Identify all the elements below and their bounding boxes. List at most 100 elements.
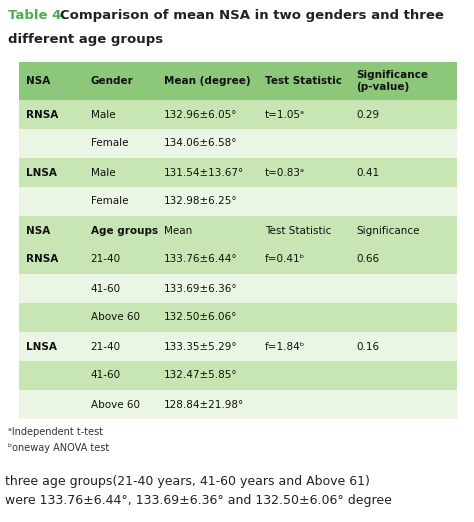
Bar: [157, 129, 257, 158]
Text: 133.35±5.29°: 133.35±5.29°: [164, 341, 237, 351]
Bar: [349, 129, 457, 158]
Text: ᵇoneway ANOVA test: ᵇoneway ANOVA test: [8, 443, 109, 453]
Bar: [349, 216, 457, 245]
Bar: [83, 187, 157, 216]
Bar: [349, 274, 457, 303]
Text: ᵃIndependent t-test: ᵃIndependent t-test: [8, 427, 103, 437]
Text: 134.06±6.58°: 134.06±6.58°: [164, 138, 237, 148]
Bar: [83, 361, 157, 390]
Text: 132.50±6.06°: 132.50±6.06°: [164, 313, 237, 323]
Bar: [349, 361, 457, 390]
Bar: [349, 390, 457, 419]
Bar: [83, 129, 157, 158]
Text: 133.76±6.44°: 133.76±6.44°: [164, 255, 237, 265]
Text: Test Statistic: Test Statistic: [264, 76, 342, 86]
Text: t=1.05ᵃ: t=1.05ᵃ: [264, 110, 305, 120]
Text: 128.84±21.98°: 128.84±21.98°: [164, 399, 244, 409]
Bar: [19, 274, 83, 303]
Text: Significance: Significance: [356, 226, 419, 235]
Text: Age groups: Age groups: [91, 226, 158, 235]
Text: Female: Female: [91, 138, 128, 148]
Bar: [83, 100, 157, 129]
Text: were 133.76±6.44°, 133.69±6.36° and 132.50±6.06° degree: were 133.76±6.44°, 133.69±6.36° and 132.…: [5, 494, 392, 507]
Text: NSA: NSA: [27, 76, 51, 86]
Bar: [19, 187, 83, 216]
Text: LNSA: LNSA: [27, 168, 57, 177]
Bar: [19, 245, 83, 274]
Bar: [257, 332, 349, 361]
Bar: [349, 332, 457, 361]
Text: 0.41: 0.41: [356, 168, 379, 177]
Text: Female: Female: [91, 196, 128, 207]
Text: Male: Male: [91, 110, 115, 120]
Text: RNSA: RNSA: [27, 255, 59, 265]
Text: Significance
(p-value): Significance (p-value): [356, 70, 428, 92]
Bar: [157, 187, 257, 216]
Bar: [19, 361, 83, 390]
Text: 132.96±6.05°: 132.96±6.05°: [164, 110, 237, 120]
Text: Mean: Mean: [164, 226, 192, 235]
Text: three age groups(21-40 years, 41-60 years and Above 61): three age groups(21-40 years, 41-60 year…: [5, 475, 370, 488]
Text: f=0.41ᵇ: f=0.41ᵇ: [264, 255, 305, 265]
Bar: [349, 187, 457, 216]
Bar: [257, 390, 349, 419]
Bar: [157, 274, 257, 303]
Bar: [257, 216, 349, 245]
Bar: [349, 303, 457, 332]
Bar: [157, 216, 257, 245]
Text: 133.69±6.36°: 133.69±6.36°: [164, 283, 237, 293]
Bar: [83, 274, 157, 303]
Bar: [83, 158, 157, 187]
Bar: [257, 303, 349, 332]
Bar: [19, 100, 83, 129]
Bar: [157, 332, 257, 361]
Text: 0.29: 0.29: [356, 110, 379, 120]
Bar: [19, 62, 83, 100]
Bar: [257, 158, 349, 187]
Bar: [19, 332, 83, 361]
Text: 21-40: 21-40: [91, 341, 121, 351]
Bar: [83, 332, 157, 361]
Text: Test Statistic: Test Statistic: [264, 226, 331, 235]
Bar: [83, 62, 157, 100]
Text: Gender: Gender: [91, 76, 133, 86]
Bar: [157, 390, 257, 419]
Bar: [157, 361, 257, 390]
Bar: [19, 216, 83, 245]
Text: 21-40: 21-40: [91, 255, 121, 265]
Bar: [83, 390, 157, 419]
Bar: [157, 303, 257, 332]
Bar: [257, 245, 349, 274]
Text: t=0.83ᵃ: t=0.83ᵃ: [264, 168, 305, 177]
Text: 131.54±13.67°: 131.54±13.67°: [164, 168, 244, 177]
Bar: [19, 390, 83, 419]
Text: Above 60: Above 60: [91, 399, 139, 409]
Bar: [349, 62, 457, 100]
Bar: [349, 245, 457, 274]
Text: RNSA: RNSA: [27, 110, 59, 120]
Text: Above 60: Above 60: [91, 313, 139, 323]
Text: LNSA: LNSA: [27, 341, 57, 351]
Text: 0.66: 0.66: [356, 255, 379, 265]
Text: Mean (degree): Mean (degree): [164, 76, 250, 86]
Text: 41-60: 41-60: [91, 283, 121, 293]
Bar: [257, 361, 349, 390]
Text: 132.47±5.85°: 132.47±5.85°: [164, 371, 237, 381]
Text: Comparison of mean NSA in two genders and three: Comparison of mean NSA in two genders an…: [60, 9, 444, 22]
Bar: [257, 100, 349, 129]
Bar: [349, 100, 457, 129]
Bar: [157, 62, 257, 100]
Text: 132.98±6.25°: 132.98±6.25°: [164, 196, 237, 207]
Text: Table 4.: Table 4.: [8, 9, 66, 22]
Text: f=1.84ᵇ: f=1.84ᵇ: [264, 341, 305, 351]
Bar: [83, 303, 157, 332]
Bar: [19, 129, 83, 158]
Bar: [19, 303, 83, 332]
Bar: [19, 158, 83, 187]
Bar: [257, 274, 349, 303]
Text: different age groups: different age groups: [8, 33, 163, 46]
Bar: [257, 187, 349, 216]
Text: 41-60: 41-60: [91, 371, 121, 381]
Bar: [83, 245, 157, 274]
Text: NSA: NSA: [27, 226, 51, 235]
